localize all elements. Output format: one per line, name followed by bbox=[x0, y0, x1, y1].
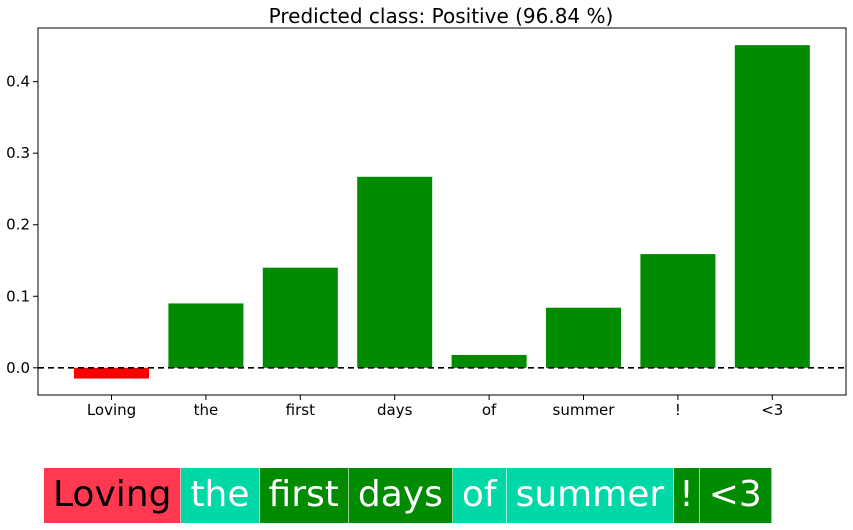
token-highlight-strip: Loving the first days of summer! <3 bbox=[44, 468, 772, 523]
bar-4 bbox=[451, 354, 527, 368]
y-tick-label: 0.0 bbox=[6, 359, 30, 377]
token-2: first bbox=[259, 468, 349, 523]
x-tick-label: of bbox=[482, 401, 497, 419]
x-tick-label: summer bbox=[553, 401, 616, 419]
y-axis: 0.0 0.1 0.2 0.3 0.4 bbox=[6, 73, 38, 377]
x-tick-label: days bbox=[377, 401, 413, 419]
x-tick-label: first bbox=[286, 401, 315, 419]
bar-3 bbox=[357, 176, 433, 368]
token-0: Loving bbox=[44, 468, 182, 523]
y-tick-label: 0.1 bbox=[6, 287, 30, 305]
y-tick-label: 0.2 bbox=[6, 216, 30, 234]
bar-6 bbox=[640, 254, 716, 368]
x-tick-label: Loving bbox=[87, 401, 136, 419]
token-5: summer bbox=[506, 468, 675, 523]
bar-1 bbox=[168, 303, 244, 368]
bar-0 bbox=[74, 367, 149, 379]
chart-title: Predicted class: Positive (96.84 %) bbox=[269, 4, 614, 28]
token-6: ! bbox=[674, 468, 700, 523]
plot-frame bbox=[37, 27, 847, 396]
bar-7 bbox=[734, 45, 810, 368]
x-tick-label: the bbox=[194, 401, 219, 419]
y-tick-label: 0.3 bbox=[6, 144, 30, 162]
y-tick-label: 0.4 bbox=[6, 73, 30, 91]
bar-2 bbox=[262, 267, 338, 368]
x-tick-label: ! bbox=[675, 401, 681, 419]
x-axis: Loving the first days of summer! <3 bbox=[87, 395, 783, 419]
x-tick-label: <3 bbox=[761, 401, 783, 419]
bar-5 bbox=[546, 307, 621, 368]
bars-layer bbox=[74, 45, 810, 379]
bar-chart: Predicted class: Positive (96.84 %) 0.00… bbox=[6, 4, 847, 419]
token-7: <3 bbox=[699, 468, 772, 523]
token-4: of bbox=[452, 468, 507, 523]
token-1: the bbox=[181, 468, 260, 523]
token-3: days bbox=[348, 468, 453, 523]
